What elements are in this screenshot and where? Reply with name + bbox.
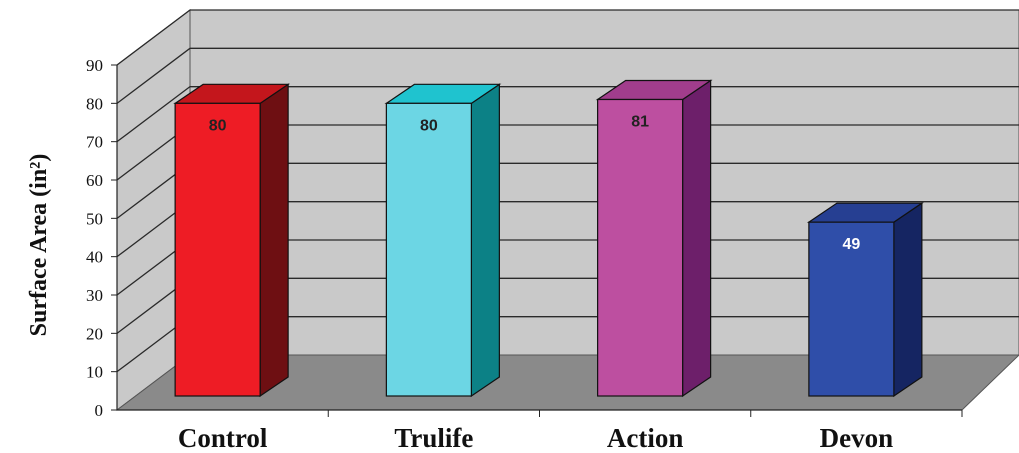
bar-front	[597, 98, 684, 397]
gridline	[116, 47, 1019, 104]
bar-side	[893, 202, 923, 398]
data-label: 49	[842, 236, 860, 253]
axes	[111, 64, 963, 417]
y-tick-label: 60	[86, 171, 103, 190]
y-tick-label: 50	[86, 209, 103, 228]
y-tick-label: 70	[86, 133, 103, 152]
category-label: Action	[607, 423, 684, 453]
bar-action	[595, 79, 713, 398]
bar-front	[808, 221, 895, 397]
bar-control	[173, 83, 291, 398]
bars	[173, 79, 924, 398]
data-label: 80	[420, 117, 438, 134]
data-label: 80	[209, 117, 227, 134]
gridline	[116, 9, 1019, 66]
category-label: Devon	[820, 423, 894, 453]
bar-front	[385, 102, 472, 397]
data-label: 81	[631, 114, 649, 131]
category-label: Control	[178, 423, 268, 453]
gridline	[116, 86, 1019, 143]
labels: 0 10 20 30 40 50 60 70 80 90 80 Control 80 Trulife 81 A…	[86, 56, 893, 453]
y-tick-label: 0	[95, 401, 104, 420]
y-tick-label: 40	[86, 248, 103, 267]
y-tick-label: 30	[86, 286, 103, 305]
bar-trulife	[384, 83, 502, 398]
bar-side	[470, 83, 500, 398]
y-axis-title: Surface Area (in²)	[26, 154, 52, 337]
y-tick-label: 20	[86, 324, 103, 343]
bar-side	[259, 83, 289, 398]
y-tick-label: 10	[86, 363, 103, 382]
y-tick-label: 90	[86, 56, 103, 75]
bar-front	[174, 102, 261, 397]
category-label: Trulife	[394, 423, 473, 453]
bar-side	[682, 79, 712, 398]
bar-devon	[806, 202, 924, 398]
y-tick-label: 80	[86, 94, 103, 113]
